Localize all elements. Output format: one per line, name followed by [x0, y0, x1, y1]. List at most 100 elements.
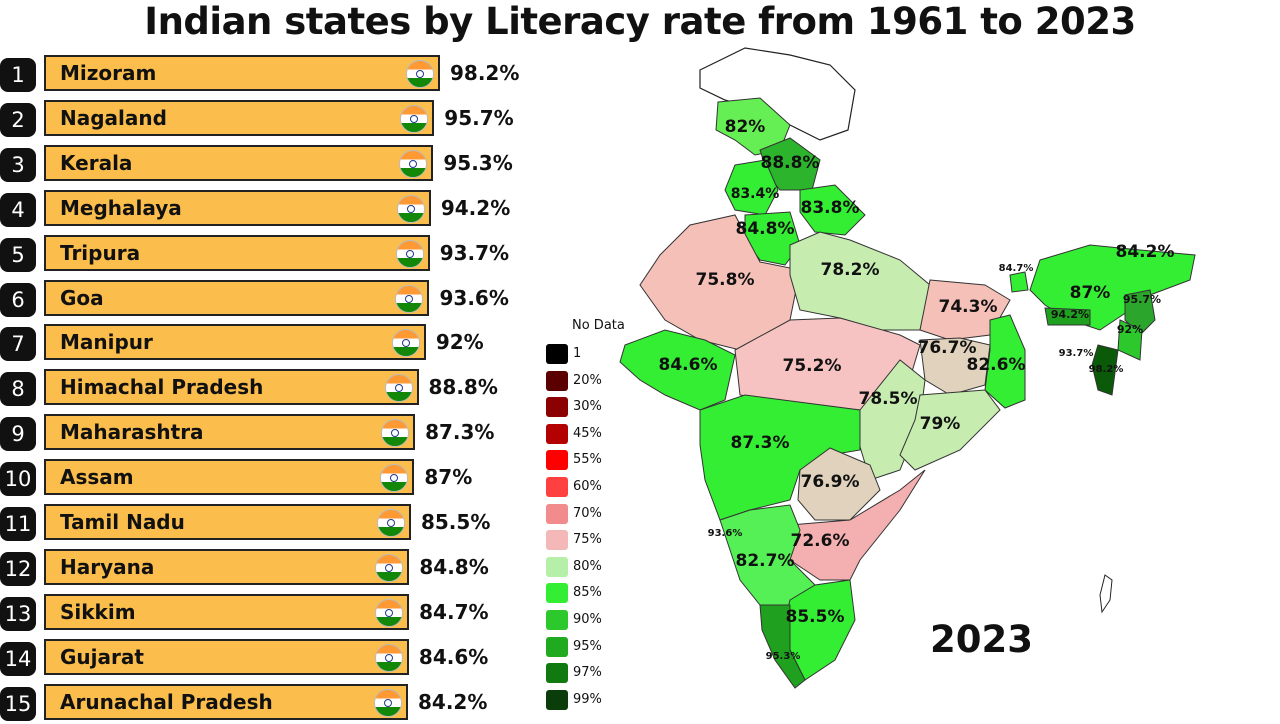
legend-swatch	[546, 556, 568, 577]
legend-label: 99%	[573, 691, 602, 707]
legend-swatch	[546, 370, 568, 391]
map-value-label: 98.2%	[1089, 364, 1124, 375]
bar: Meghalaya	[44, 189, 431, 226]
india-literacy-map: 82% 88.8% 83.4% 83.8% 84.8% 75.8% 78.2% 84.7% 84…	[619, 47, 1196, 689]
rank-badge: 13	[0, 596, 36, 631]
bar: Goa	[44, 279, 430, 316]
map-value-label: 88.8%	[761, 153, 820, 173]
map-region-manipur	[1117, 319, 1143, 361]
value-label: 93.6%	[439, 285, 509, 310]
legend-swatch	[546, 636, 568, 657]
india-flag-icon	[384, 374, 413, 403]
legend-swatch	[546, 689, 568, 710]
rank-badge: 7	[0, 327, 36, 362]
rank-badge: 15	[0, 686, 36, 721]
map-region-maharashtra	[699, 394, 861, 521]
map-value-label: 95.3%	[766, 651, 801, 662]
map-outline-north	[699, 47, 856, 141]
legend-label: 90%	[573, 612, 602, 627]
india-flag-icon	[375, 553, 404, 582]
legend-label: 30%	[573, 399, 602, 415]
india-flag-icon	[399, 149, 428, 178]
rank-badge: 12	[0, 551, 36, 586]
bar-row: 3 Kerala 95.3%	[0, 144, 600, 185]
map-region-mizoram	[1091, 344, 1119, 396]
bar: Mizoram	[44, 55, 440, 91]
map-value-labels: 82% 88.8% 83.4% 83.8% 84.8% 75.8% 78.2% 84.7% 84…	[659, 117, 1175, 662]
map-value-label: 76.7%	[918, 338, 977, 358]
legend-swatch	[546, 663, 568, 684]
map-region-meghalaya	[1044, 307, 1091, 326]
map-value-label: 82.6%	[967, 355, 1026, 375]
india-flag-icon	[376, 509, 405, 537]
bar-label: Gujarat	[60, 644, 144, 669]
map-value-label: 93.6%	[708, 528, 743, 539]
rank-badge: 6	[0, 282, 36, 317]
legend-swatch	[546, 477, 568, 497]
bar-row: 7 Manipur 92%	[0, 324, 600, 364]
rank-badge: 10	[0, 462, 36, 497]
value-label: 84.7%	[419, 599, 489, 624]
bar-row: 5 Tripura 93.7%	[0, 234, 600, 275]
map-region-kerala	[759, 604, 806, 689]
bar-label: Haryana	[60, 554, 155, 579]
map-value-label: 76.9%	[801, 472, 860, 492]
value-label: 93.7%	[439, 240, 510, 265]
bar-label: Assam	[60, 465, 134, 490]
bar-row: 15 Arunachal Pradesh 84.2%	[0, 683, 600, 724]
bar-label: Sikkim	[60, 599, 136, 624]
map-value-label: 87%	[1070, 283, 1111, 303]
legend-label: 85%	[573, 585, 602, 601]
india-flag-icon	[400, 104, 429, 133]
value-label: 84.8%	[419, 554, 489, 579]
legend-label: 70%	[573, 505, 602, 521]
map-region-andaman	[1099, 574, 1113, 614]
map-value-label: 84.6%	[659, 355, 718, 375]
map-value-label: 82%	[725, 117, 766, 137]
map-value-label: 83.4%	[731, 186, 780, 202]
year-label: 2023	[930, 618, 1033, 661]
bar-label: Himachal Pradesh	[60, 375, 264, 400]
legend-title: No Data	[572, 318, 625, 333]
value-label: 84.6%	[418, 644, 489, 669]
bar: Assam	[44, 459, 415, 496]
legend-label: 95%	[573, 638, 602, 654]
value-label: 92%	[435, 330, 484, 355]
bar-label: Kerala	[60, 150, 133, 175]
bar-label: Arunachal Pradesh	[60, 689, 273, 714]
legend-swatch	[546, 450, 568, 471]
bar-label: Mizoram	[60, 61, 157, 85]
rank-badge: 9	[0, 417, 36, 452]
legend-label: 1	[573, 346, 582, 361]
india-flag-icon	[380, 464, 409, 493]
legend-label: 75%	[573, 532, 602, 548]
legend-swatch	[546, 610, 568, 630]
legend-label: 97%	[573, 665, 602, 681]
value-label: 94.2%	[440, 195, 511, 220]
rank-badge: 8	[0, 372, 36, 407]
bar: Manipur	[44, 324, 426, 361]
chart-title: Indian states by Literacy rate from 1961…	[144, 0, 1136, 43]
legend-label: 60%	[573, 479, 602, 494]
map-value-label: 93.7%	[1059, 348, 1094, 359]
legend-label: 55%	[573, 452, 602, 468]
bar-row: 8 Himachal Pradesh 88.8%	[0, 369, 600, 409]
bar: Gujarat	[44, 638, 409, 675]
bar: Maharashtra	[44, 414, 416, 451]
legend-swatch	[546, 530, 568, 551]
map-region-nagaland	[1124, 289, 1156, 336]
map-region-up	[789, 231, 931, 331]
legend-label: 45%	[573, 425, 602, 441]
india-flag-icon	[395, 239, 424, 268]
rank-badge: 14	[0, 641, 36, 676]
bar: Tripura	[44, 234, 430, 271]
bar: Kerala	[44, 144, 434, 181]
legend-label: 80%	[573, 558, 602, 574]
map-region-wb	[984, 314, 1026, 409]
legend-swatch	[546, 397, 568, 418]
india-flag-icon	[396, 194, 425, 223]
bar-row: 13 Sikkim 84.7%	[0, 593, 600, 634]
map-region-andhra	[789, 469, 926, 581]
map-region-gujarat	[619, 329, 736, 411]
legend-swatch	[546, 503, 568, 524]
